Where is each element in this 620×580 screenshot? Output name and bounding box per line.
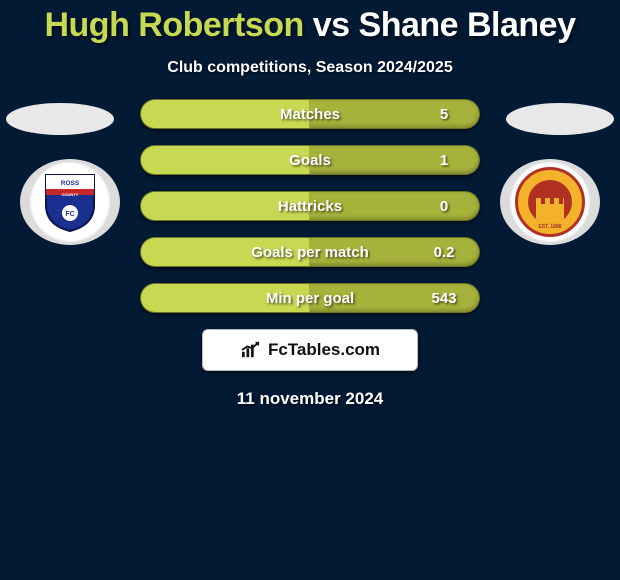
comparison-title: Hugh Robertson vs Shane Blaney bbox=[0, 0, 620, 45]
stat-value-right: 0.2 bbox=[409, 244, 479, 261]
chart-icon bbox=[240, 341, 262, 359]
stat-row: Goals1 bbox=[141, 146, 479, 174]
stat-row: Min per goal543 bbox=[141, 284, 479, 312]
castle-icon bbox=[536, 204, 564, 224]
date-label: 11 november 2024 bbox=[0, 389, 620, 409]
svg-text:FC: FC bbox=[65, 211, 74, 218]
stats-bars: Matches5Goals1Hattricks0Goals per match0… bbox=[140, 99, 480, 313]
stat-bar: Hattricks0 bbox=[140, 191, 480, 221]
stat-value-right: 543 bbox=[409, 290, 479, 307]
stat-label: Goals per match bbox=[211, 244, 409, 261]
player2-name: Shane Blaney bbox=[359, 6, 576, 44]
stat-value-right: 0 bbox=[409, 198, 479, 215]
ross-county-shield-icon: ROSS COUNTY FC bbox=[42, 171, 98, 233]
player2-silhouette bbox=[506, 103, 614, 135]
stat-label: Goals bbox=[211, 152, 409, 169]
brand-badge: FcTables.com bbox=[202, 329, 418, 371]
club-badge-right: EST. 1886 bbox=[500, 159, 600, 245]
motherwell-badge-icon: EST. 1886 bbox=[515, 167, 585, 237]
vs-separator: vs bbox=[304, 6, 359, 44]
stat-bar: Goals per match0.2 bbox=[140, 237, 480, 267]
stat-value-right: 5 bbox=[409, 106, 479, 123]
stat-row: Goals per match0.2 bbox=[141, 238, 479, 266]
player1-name: Hugh Robertson bbox=[44, 6, 303, 44]
motherwell-est: EST. 1886 bbox=[538, 224, 561, 230]
stat-row: Matches5 bbox=[141, 100, 479, 128]
badge-circle: EST. 1886 bbox=[500, 159, 600, 245]
stat-row: Hattricks0 bbox=[141, 192, 479, 220]
player1-silhouette bbox=[6, 103, 114, 135]
stat-bar: Goals1 bbox=[140, 145, 480, 175]
brand-name: FcTables.com bbox=[268, 340, 380, 360]
stat-value-right: 1 bbox=[409, 152, 479, 169]
stat-label: Min per goal bbox=[211, 290, 409, 307]
stat-label: Matches bbox=[211, 106, 409, 123]
svg-text:ROSS: ROSS bbox=[61, 180, 80, 187]
stat-bar: Matches5 bbox=[140, 99, 480, 129]
motherwell-inner-icon bbox=[528, 180, 572, 224]
stat-bar: Min per goal543 bbox=[140, 283, 480, 313]
stat-label: Hattricks bbox=[211, 198, 409, 215]
subtitle: Club competitions, Season 2024/2025 bbox=[0, 59, 620, 77]
club-badge-left: ROSS COUNTY FC bbox=[20, 159, 120, 245]
badge-circle: ROSS COUNTY FC bbox=[20, 159, 120, 245]
main-panel: ROSS COUNTY FC EST. 1886 Matches5 Goals1 H… bbox=[0, 99, 620, 409]
svg-text:COUNTY: COUNTY bbox=[62, 192, 79, 197]
